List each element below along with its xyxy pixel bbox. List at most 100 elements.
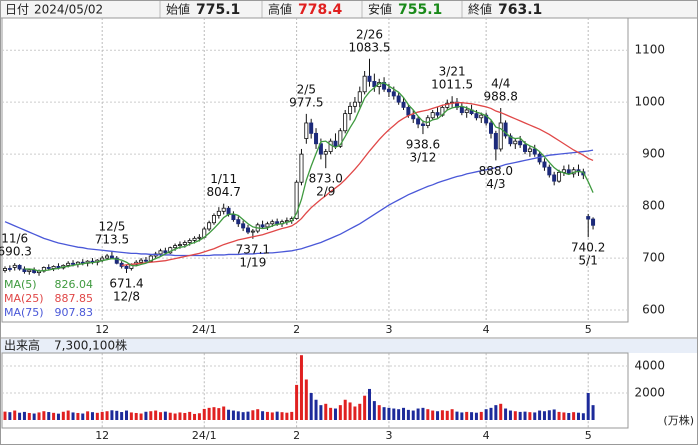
- candle-body: [357, 91, 362, 103]
- volume-bar: [129, 412, 133, 420]
- volume-bar: [183, 412, 187, 420]
- y-tick-label: 700: [642, 251, 665, 265]
- candle-body: [231, 214, 236, 221]
- candle-body: [479, 114, 484, 119]
- volume-bar: [241, 412, 245, 420]
- volume-bar: [154, 410, 158, 420]
- candle-body: [430, 112, 435, 119]
- volume-bar: [538, 410, 542, 420]
- candle-body: [260, 224, 265, 228]
- volume-bar: [416, 408, 420, 420]
- volume-bar: [528, 412, 532, 420]
- candle-body: [474, 113, 479, 119]
- annotation-date: 4/3: [486, 177, 505, 191]
- volume-unit: (万株): [663, 413, 694, 427]
- volume-bar: [173, 413, 177, 420]
- volume-bar: [246, 411, 250, 420]
- date-label: 日付: [5, 3, 29, 17]
- volume-bar: [455, 411, 459, 420]
- volume-bar: [256, 409, 260, 420]
- y-tick-label: 800: [642, 199, 665, 213]
- candle-body: [270, 221, 275, 225]
- candle-body: [362, 75, 367, 93]
- volume-bar: [406, 409, 410, 420]
- annotation-date: 5/1: [579, 254, 598, 268]
- candle-body: [12, 264, 17, 268]
- volume-bar: [470, 412, 474, 420]
- low-value: 755.1: [398, 2, 442, 18]
- candle-body: [513, 140, 518, 145]
- candle-body: [51, 265, 56, 269]
- volume-bar: [149, 411, 153, 420]
- candle-body: [143, 259, 148, 262]
- candle-body: [182, 242, 187, 245]
- volume-bar: [338, 405, 342, 420]
- annotation-value: 690.3: [0, 245, 32, 259]
- legend-name: MA(75): [4, 306, 44, 319]
- candle-body: [236, 219, 241, 225]
- volume-bar: [494, 405, 498, 420]
- close-value: 763.1: [498, 2, 542, 18]
- candle-body: [557, 171, 562, 182]
- annotation-date: 2/5: [297, 82, 316, 96]
- annotation-value: 1011.5: [431, 78, 473, 92]
- candle-body: [109, 255, 114, 259]
- candle-body: [396, 95, 401, 103]
- volume-bar: [542, 411, 546, 420]
- candle-body: [163, 250, 168, 254]
- candle-body: [221, 207, 226, 212]
- volume-bar: [431, 410, 435, 420]
- volume-bar: [295, 384, 299, 420]
- volume-bar: [178, 412, 182, 420]
- x-tick-label: 2: [293, 323, 300, 336]
- volume-bar: [547, 410, 551, 420]
- y-tick-label: 2000: [634, 386, 665, 400]
- volume-bar: [363, 395, 367, 420]
- x-tick-label: 24/1: [192, 323, 217, 336]
- volume-bar: [333, 408, 337, 420]
- legend-value: 826.04: [55, 278, 94, 291]
- volume-bar: [86, 411, 90, 420]
- candle-body: [445, 102, 450, 108]
- price-panel: [1, 17, 629, 323]
- annotation-date: 1/19: [239, 255, 266, 269]
- volume-bar: [105, 411, 109, 420]
- volume-bar: [231, 410, 235, 420]
- low-label: 安値: [368, 2, 392, 17]
- volume-bar: [168, 412, 172, 420]
- volume-bar: [562, 412, 566, 420]
- volume-bar: [567, 412, 571, 420]
- x-tick-label: 4: [483, 429, 490, 442]
- candle-body: [197, 236, 202, 239]
- volume-bar: [139, 413, 143, 420]
- annotation-value: 740.2: [571, 241, 605, 255]
- volume-bar: [290, 411, 294, 420]
- volume-bar: [13, 410, 17, 420]
- annotation-date: 1/11: [210, 172, 237, 186]
- annotation-value: 804.7: [207, 185, 241, 199]
- annotation-date: 12/5: [98, 220, 125, 234]
- volume-bar: [76, 412, 80, 420]
- candle-body: [158, 250, 163, 255]
- x-tick-label: 24/1: [192, 429, 217, 442]
- volume-bar: [372, 401, 376, 420]
- volume-bar: [353, 406, 357, 420]
- x-tick-label: 12: [95, 429, 109, 442]
- volume-bar: [265, 411, 269, 420]
- volume-bar: [557, 411, 561, 420]
- candle-body: [591, 218, 596, 226]
- legend-name: MA(5): [4, 278, 37, 291]
- candle-body: [46, 267, 51, 269]
- candle-body: [173, 245, 178, 249]
- x-tick-label: 3: [385, 429, 392, 442]
- volume-bar: [100, 411, 104, 420]
- candle-body: [401, 101, 406, 108]
- volume-bar: [120, 412, 124, 420]
- candle-body: [586, 216, 591, 220]
- candle-body: [552, 174, 557, 182]
- volume-bar: [261, 411, 265, 420]
- candle-body: [348, 105, 353, 115]
- candle-body: [226, 207, 231, 215]
- y-tick-label: 1000: [634, 95, 665, 109]
- volume-bar: [115, 410, 119, 420]
